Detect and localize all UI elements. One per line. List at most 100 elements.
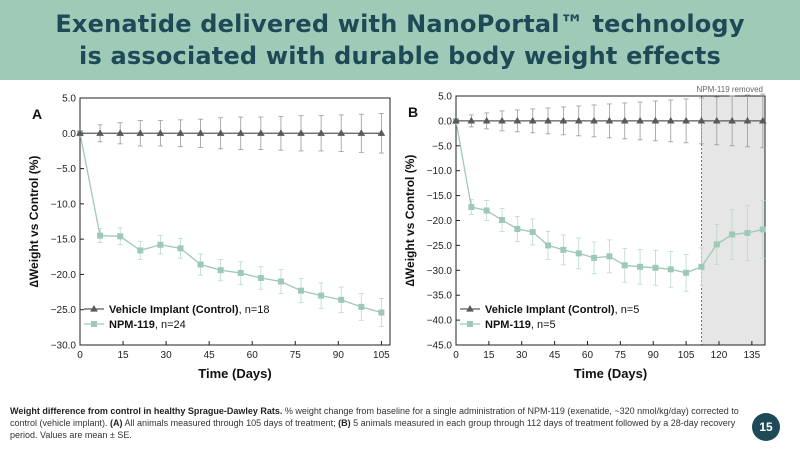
y-tick-label: −45.0 bbox=[427, 341, 453, 352]
caption-label-b: (B) bbox=[338, 418, 351, 428]
data-point bbox=[298, 287, 305, 294]
data-point bbox=[697, 116, 706, 124]
data-point bbox=[216, 129, 225, 136]
legend-label: NPM-119, n=5 bbox=[485, 319, 556, 331]
legend-series-name: Vehicle Implant (Control) bbox=[109, 304, 239, 316]
x-tick-label: 90 bbox=[333, 350, 345, 361]
x-tick-label: 105 bbox=[678, 350, 695, 361]
series-vehicle bbox=[452, 93, 767, 149]
data-point bbox=[529, 228, 536, 235]
data-point bbox=[196, 129, 205, 136]
data-point bbox=[590, 116, 598, 124]
figure-caption: Weight difference from control in health… bbox=[10, 405, 750, 441]
legend-marker bbox=[90, 305, 98, 312]
data-point bbox=[574, 116, 583, 124]
legend-marker bbox=[466, 305, 474, 312]
data-point bbox=[729, 231, 736, 238]
x-tick-label: 75 bbox=[615, 350, 627, 361]
x-tick-label: 30 bbox=[161, 350, 173, 361]
data-point bbox=[452, 116, 460, 124]
data-point bbox=[157, 241, 164, 248]
y-tick-label: −20.0 bbox=[427, 216, 453, 227]
y-tick-label: −5.0 bbox=[432, 141, 452, 152]
caption-text-3: 5 animals measured in each group through… bbox=[10, 418, 736, 440]
data-point bbox=[482, 116, 491, 124]
data-point bbox=[514, 225, 521, 232]
legend-series-name: Vehicle Implant (Control) bbox=[485, 304, 615, 316]
caption-lead: Weight difference from control in health… bbox=[10, 406, 283, 416]
y-tick-label: −15.0 bbox=[427, 191, 453, 202]
caption-text-1: % weight change from baseline for a sing… bbox=[10, 406, 739, 428]
legend-n-count: , n=24 bbox=[155, 319, 186, 331]
legend-label: NPM-119, n=24 bbox=[109, 319, 186, 331]
data-point bbox=[137, 247, 144, 254]
data-point bbox=[483, 207, 490, 214]
x-axis-label: Time (Days) bbox=[574, 366, 647, 381]
data-point bbox=[297, 129, 305, 136]
data-point bbox=[652, 264, 659, 271]
x-tick-label: 15 bbox=[117, 350, 129, 361]
page-number-badge: 15 bbox=[752, 413, 780, 441]
x-tick-label: 0 bbox=[77, 350, 83, 361]
data-point bbox=[117, 233, 124, 240]
legend-item-vehicle: Vehicle Implant (Control), n=5 bbox=[460, 304, 639, 316]
y-tick-label: 0.0 bbox=[62, 129, 76, 140]
data-point bbox=[651, 116, 660, 124]
y-tick-label: −10.0 bbox=[51, 199, 77, 210]
data-point bbox=[468, 204, 475, 211]
x-tick-label: 120 bbox=[711, 350, 728, 361]
x-tick-label: 45 bbox=[204, 350, 216, 361]
data-point bbox=[156, 129, 165, 136]
series-line bbox=[79, 133, 382, 314]
y-tick-label: −25.0 bbox=[427, 241, 453, 252]
data-point bbox=[544, 116, 552, 124]
x-tick-label: 0 bbox=[453, 350, 459, 361]
data-point bbox=[338, 296, 345, 303]
legend-n-count: , n=5 bbox=[615, 304, 640, 316]
y-tick-label: −30.0 bbox=[427, 266, 453, 277]
panel-label: B bbox=[408, 104, 418, 120]
legend: Vehicle Implant (Control), n=18 NPM-119, … bbox=[84, 304, 269, 331]
data-point bbox=[257, 129, 265, 136]
panel-label: A bbox=[32, 106, 42, 122]
series-npm119 bbox=[77, 130, 385, 328]
y-tick-label: −5.0 bbox=[56, 164, 76, 175]
y-tick-label: −10.0 bbox=[427, 166, 453, 177]
x-tick-label: 90 bbox=[648, 350, 660, 361]
data-point bbox=[759, 226, 766, 233]
shaded-region bbox=[701, 96, 765, 345]
data-point bbox=[236, 129, 245, 136]
legend-item-vehicle: Vehicle Implant (Control), n=18 bbox=[84, 304, 269, 316]
charts-area: 5.0 0.0 −5.0 −10.0 −15.0 −20.0 −25.0 −30.0 0 15 30… bbox=[0, 80, 800, 400]
y-axis-label: ∆Weight vs Control (%) bbox=[403, 155, 417, 287]
data-point bbox=[667, 266, 674, 273]
data-point bbox=[528, 116, 537, 124]
data-point bbox=[712, 116, 721, 124]
data-point bbox=[378, 309, 385, 316]
caption-text-2: All animals measured through 105 days of… bbox=[122, 418, 339, 428]
data-point bbox=[357, 129, 366, 136]
series-vehicle bbox=[76, 113, 386, 154]
data-point bbox=[559, 116, 568, 124]
data-point bbox=[621, 262, 628, 269]
data-point bbox=[277, 278, 284, 285]
data-point bbox=[620, 116, 629, 124]
chart-panel-b: NPM-119 removed 5.0 0.0 −5.0 −10.0 −15.0 −20.0… bbox=[403, 85, 767, 381]
data-point bbox=[97, 232, 104, 239]
data-point bbox=[575, 250, 582, 257]
legend-n-count: , n=5 bbox=[531, 319, 556, 331]
y-tick-label: 5.0 bbox=[438, 92, 452, 103]
data-point bbox=[713, 241, 720, 248]
data-point bbox=[498, 116, 506, 124]
x-tick-label: 105 bbox=[373, 350, 390, 361]
data-point bbox=[513, 116, 522, 124]
data-point bbox=[682, 116, 690, 124]
data-point bbox=[177, 245, 184, 252]
caption-label-a: (A) bbox=[110, 418, 123, 428]
legend-n-count: , n=18 bbox=[239, 304, 270, 316]
data-point bbox=[744, 229, 751, 236]
legend-marker bbox=[467, 321, 473, 327]
x-tick-label: 75 bbox=[290, 350, 302, 361]
data-point bbox=[176, 129, 185, 136]
